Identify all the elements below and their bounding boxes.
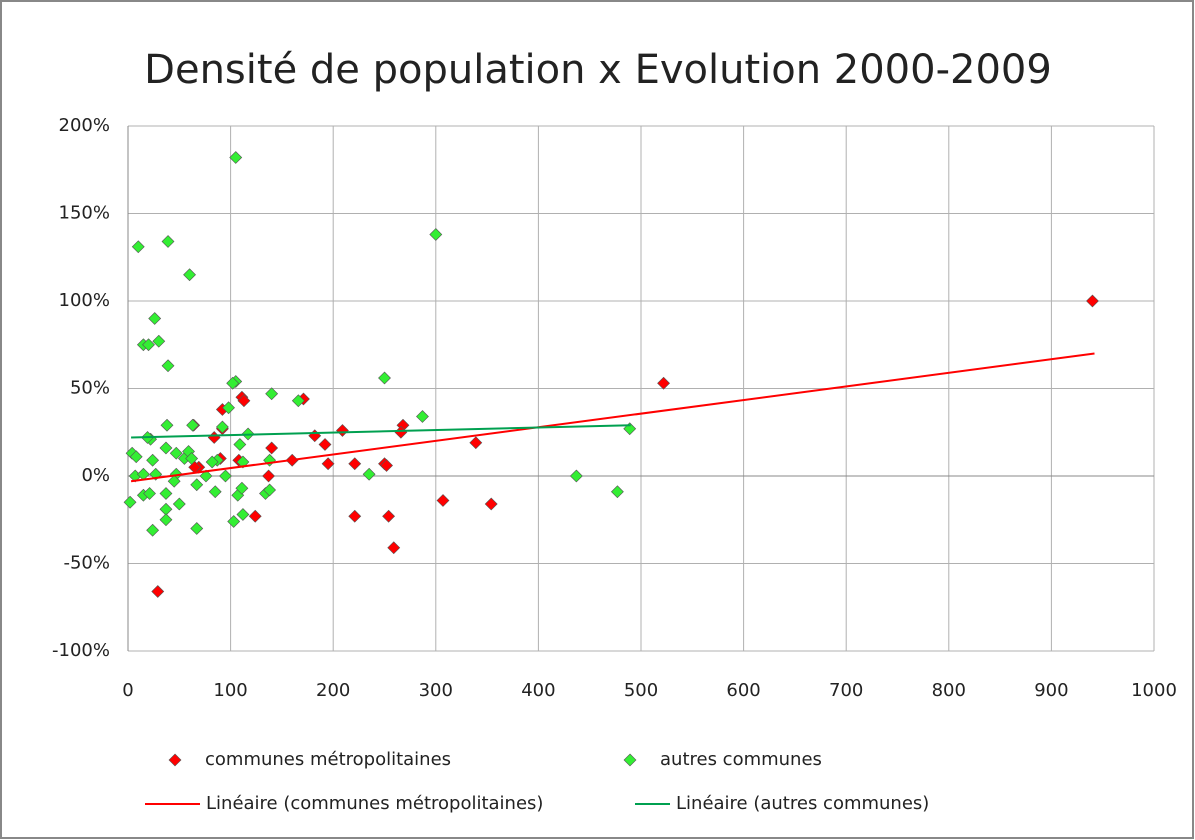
y-tick-label: 50% (70, 378, 110, 399)
x-tick-label: 900 (1034, 680, 1068, 701)
point (436, 494, 450, 507)
point (159, 441, 173, 455)
x-tick-label: 700 (829, 680, 863, 701)
point (429, 228, 443, 241)
point (229, 151, 243, 164)
point (321, 457, 335, 471)
point (161, 235, 175, 248)
point (336, 424, 349, 437)
x-tick-label: 300 (419, 680, 453, 701)
point (208, 485, 222, 499)
point (348, 457, 362, 471)
point (190, 522, 204, 535)
point (235, 481, 249, 495)
legend-marker (168, 753, 182, 767)
point (265, 387, 279, 401)
point (1086, 294, 1099, 308)
point (186, 418, 200, 432)
point (123, 495, 137, 509)
chart-title: Densité de population x Evolution 2000-2… (144, 47, 1052, 93)
point (205, 455, 219, 469)
point (318, 438, 332, 451)
point (222, 401, 235, 415)
point (236, 508, 250, 521)
legend-label: Linéaire (autres communes) (676, 793, 929, 814)
x-tick-label: 800 (932, 680, 966, 701)
point (152, 334, 166, 348)
point (248, 509, 262, 523)
point (142, 338, 155, 352)
legend-marker (623, 753, 637, 767)
y-tick-label: 200% (59, 115, 110, 136)
trend-line (131, 424, 631, 439)
point (291, 394, 305, 408)
point (416, 410, 429, 423)
y-tick-label: 100% (59, 290, 110, 311)
x-tick-label: 500 (624, 680, 658, 701)
legend-label: communes métropolitaines (205, 749, 451, 770)
point (146, 523, 160, 537)
x-tick-label: 600 (726, 680, 760, 701)
point (236, 455, 250, 469)
point (129, 450, 143, 464)
point (262, 469, 275, 483)
y-tick-label: -50% (63, 553, 110, 574)
x-tick-label: 1000 (1131, 680, 1177, 701)
point (348, 509, 362, 523)
point (159, 513, 173, 527)
point (380, 459, 393, 472)
point (233, 438, 247, 451)
point (227, 515, 241, 528)
y-tick-label: 150% (59, 203, 110, 224)
point (131, 240, 145, 254)
point (172, 497, 186, 511)
point (161, 359, 175, 373)
point (159, 487, 173, 500)
point (469, 436, 483, 450)
point (265, 441, 279, 455)
legend-label: Linéaire (communes métropolitaines) (206, 793, 543, 814)
point (362, 467, 376, 481)
point (185, 452, 199, 465)
x-tick-label: 100 (213, 680, 247, 701)
legend-label: autres communes (660, 749, 822, 770)
point (169, 446, 183, 460)
point (146, 453, 160, 467)
point (387, 541, 401, 555)
y-tick-label: 0% (81, 465, 110, 486)
point (219, 469, 232, 483)
point (190, 478, 204, 492)
point (183, 268, 196, 282)
x-tick-label: 0 (122, 680, 133, 701)
point (657, 376, 670, 390)
point (151, 585, 165, 598)
x-tick-label: 200 (316, 680, 350, 701)
point (569, 469, 583, 483)
point (263, 483, 277, 497)
x-tick-label: 400 (521, 680, 555, 701)
point (215, 420, 229, 434)
point (484, 497, 498, 511)
point (167, 474, 181, 488)
trend-line (130, 352, 1095, 483)
point (226, 376, 240, 390)
point (148, 312, 162, 325)
point (382, 509, 396, 523)
y-tick-label: -100% (52, 640, 110, 661)
point (143, 487, 156, 500)
point (610, 485, 624, 499)
point (378, 371, 391, 385)
point (199, 469, 213, 483)
point (160, 418, 174, 432)
point (237, 394, 251, 408)
